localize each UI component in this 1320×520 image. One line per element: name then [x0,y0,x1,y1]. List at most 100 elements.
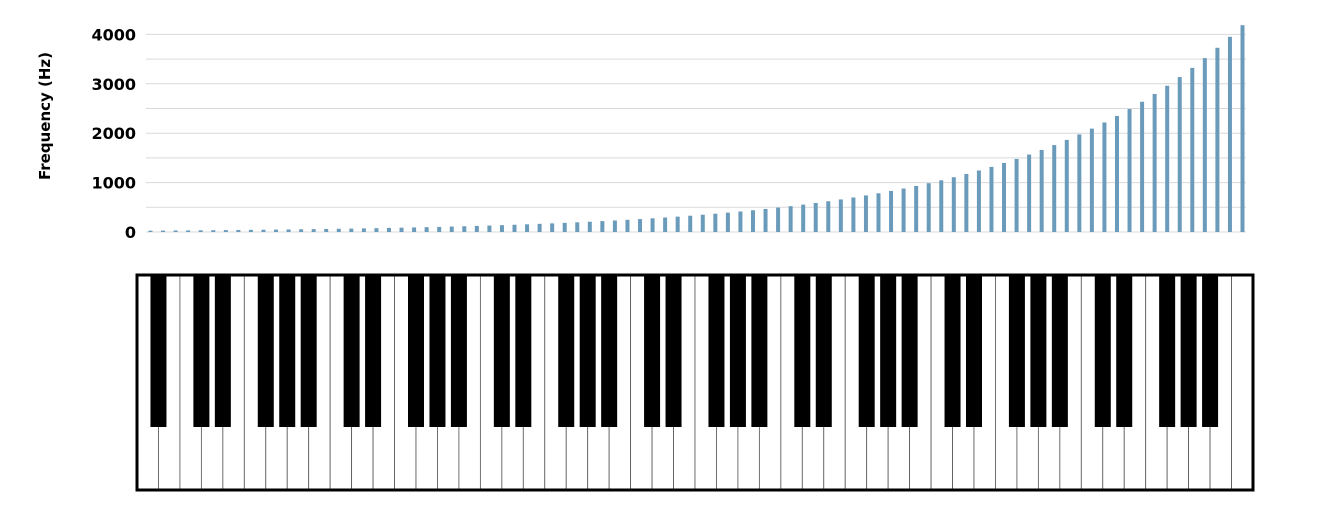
frequency-bar [713,213,718,232]
frequency-bar [1165,85,1170,232]
black-key [1094,275,1111,427]
frequency-bar [876,193,881,232]
black-key [665,275,682,427]
frequency-bar [1089,128,1094,232]
frequency-bar [361,228,366,232]
frequency-bar [776,207,781,232]
frequency-bar [801,204,806,232]
black-key [729,275,746,427]
frequency-bar [1215,47,1220,232]
frequency-bar [161,230,166,232]
frequency-bar [512,224,517,232]
frequency-bar [813,202,818,232]
frequency-bar [725,212,730,232]
frequency-bar [525,224,530,232]
frequency-bar [537,223,542,232]
frequency-bar [750,210,755,232]
frequency-bar [663,217,668,232]
frequency-bar [951,177,956,232]
frequency-bar [324,228,329,232]
black-key [150,275,167,427]
frequency-bar [838,199,843,232]
frequency-bar [889,190,894,232]
frequency-bar [1039,149,1044,232]
black-key [1202,275,1219,427]
frequency-bar [248,229,253,232]
black-key [515,275,532,427]
frequency-bar [424,227,429,232]
frequency-bar [688,215,693,232]
frequency-bar [989,166,994,232]
black-key [815,275,832,427]
black-key [708,275,725,427]
frequency-bar [1114,115,1119,232]
black-key [1008,275,1025,427]
frequency-bar [550,223,555,232]
black-key [1180,275,1197,427]
black-key [644,275,661,427]
frequency-bar [1052,145,1057,232]
black-key [214,275,231,427]
y-tick-label: 4000 [91,25,136,44]
frequency-bar [638,219,643,232]
frequency-bar [449,226,454,232]
black-key [493,275,510,427]
frequency-bar [1190,67,1195,233]
black-key [365,275,382,427]
black-key [966,275,982,427]
frequency-bar [1027,154,1032,232]
frequency-bar [148,230,153,232]
frequency-bar [412,227,417,232]
y-tick-label: 3000 [91,75,136,94]
frequency-bar [462,226,467,232]
black-key [751,275,768,427]
frequency-bar [914,185,919,232]
frequency-bar [1102,122,1107,232]
black-key [279,275,296,427]
keyboard-frame [135,273,1255,492]
black-key [450,275,467,427]
frequency-bar [675,216,680,232]
black-key [579,275,596,427]
y-tick-label: 0 [125,223,136,242]
frequency-bar [474,225,479,232]
black-key [1030,275,1047,427]
frequency-bar [1227,36,1232,232]
black-key [1051,275,1068,427]
frequency-bar [1064,139,1069,232]
frequency-bar [173,230,178,232]
frequency-bar [286,229,291,232]
frequency-bar [186,230,191,232]
frequency-bar [826,201,831,232]
black-key [558,275,575,427]
frequency-bar [1202,58,1207,232]
frequency-bar [763,208,768,232]
frequency-bar [625,219,630,232]
black-key [944,275,961,427]
frequency-bar [1152,93,1157,233]
frequency-bar [1002,162,1007,232]
black-key [1116,275,1133,427]
frequency-bar [386,227,391,232]
frequency-bar [587,221,592,232]
frequency-bar [487,225,492,232]
frequency-bar [738,211,743,232]
black-key [880,275,897,427]
frequency-bar [374,228,379,232]
frequency-bar [964,173,969,232]
black-key [408,275,424,427]
frequency-bar [336,228,341,232]
black-key [858,275,875,427]
y-tick-label: 1000 [91,174,136,193]
frequency-bar [939,180,944,232]
black-key [429,275,446,427]
frequency-bar [437,226,442,232]
frequency-bar [1077,134,1082,232]
frequency-bar [223,230,228,232]
frequency-bar [349,228,354,232]
frequency-bar [901,188,906,232]
frequency-bar [211,230,216,232]
frequency-bar [600,221,605,232]
frequency-bar [1177,77,1182,232]
